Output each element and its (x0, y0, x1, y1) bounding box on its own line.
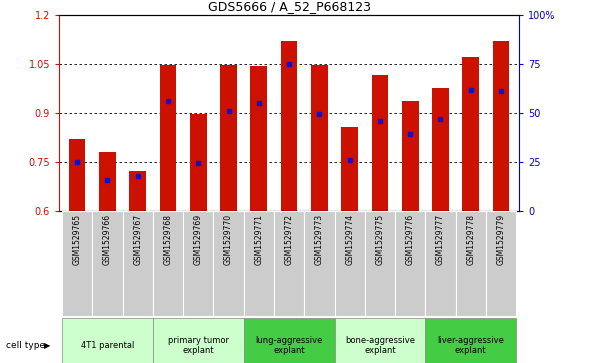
Bar (395, 211, 425, 316)
Text: GSM1529772: GSM1529772 (284, 214, 294, 265)
Text: cell type: cell type (6, 341, 45, 350)
Bar (274, 211, 304, 316)
Bar (251, 66, 267, 211)
Text: GSM1529775: GSM1529775 (375, 214, 385, 265)
Text: GSM1529774: GSM1529774 (345, 214, 354, 265)
Text: lung-aggressive
explant: lung-aggressive explant (255, 336, 323, 355)
Text: bone-aggressive
explant: bone-aggressive explant (345, 336, 415, 355)
Bar (372, 75, 388, 211)
Text: GSM1529777: GSM1529777 (436, 214, 445, 265)
Bar (365, 211, 395, 316)
Text: GSM1529776: GSM1529776 (406, 214, 415, 265)
Bar (62, 318, 153, 363)
Bar (92, 211, 123, 316)
Text: liver-aggressive
explant: liver-aggressive explant (437, 336, 504, 355)
Text: GSM1529771: GSM1529771 (254, 214, 263, 265)
Bar (335, 318, 425, 363)
Text: GSM1529773: GSM1529773 (315, 214, 324, 265)
Bar (153, 318, 244, 363)
Text: GSM1529779: GSM1529779 (497, 214, 506, 265)
Bar (62, 211, 92, 316)
Bar (432, 88, 449, 211)
Bar (214, 211, 244, 316)
Bar (304, 211, 335, 316)
Bar (281, 41, 297, 211)
Bar (335, 211, 365, 316)
Text: 4T1 parental: 4T1 parental (81, 341, 134, 350)
Bar (153, 211, 183, 316)
Bar (244, 211, 274, 316)
Bar (220, 65, 237, 211)
Text: ▶: ▶ (44, 341, 51, 350)
Bar (463, 57, 479, 211)
Bar (425, 211, 455, 316)
Bar (493, 41, 509, 211)
Text: primary tumor
explant: primary tumor explant (168, 336, 229, 355)
Text: GSM1529769: GSM1529769 (194, 214, 203, 265)
Bar (129, 171, 146, 211)
Bar (160, 65, 176, 211)
Bar (123, 211, 153, 316)
Text: GSM1529778: GSM1529778 (466, 214, 476, 265)
Text: GSM1529767: GSM1529767 (133, 214, 142, 265)
Bar (69, 139, 86, 211)
Bar (183, 211, 214, 316)
Bar (425, 318, 516, 363)
Bar (342, 127, 358, 211)
Text: GSM1529766: GSM1529766 (103, 214, 112, 265)
Text: GSM1529770: GSM1529770 (224, 214, 233, 265)
Text: GSM1529768: GSM1529768 (163, 214, 172, 265)
Bar (486, 211, 516, 316)
Text: GSM1529765: GSM1529765 (73, 214, 81, 265)
Bar (455, 211, 486, 316)
Bar (244, 318, 335, 363)
Title: GDS5666 / A_52_P668123: GDS5666 / A_52_P668123 (208, 0, 371, 13)
Bar (99, 152, 116, 211)
Bar (190, 114, 206, 211)
Bar (402, 101, 418, 211)
Bar (311, 65, 327, 211)
